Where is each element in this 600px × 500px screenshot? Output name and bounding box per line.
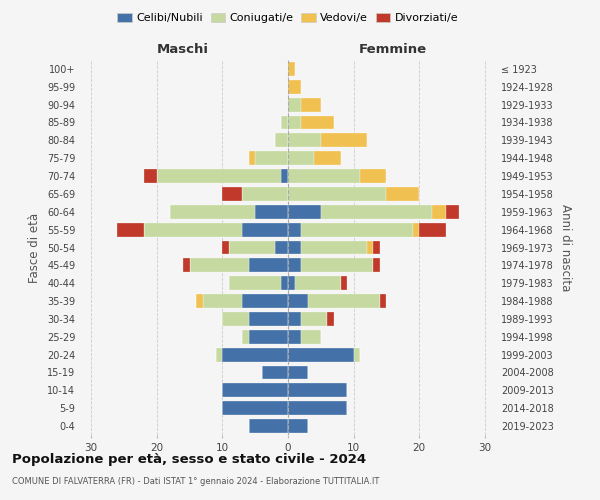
Bar	[170, 205, 255, 219]
Bar	[248, 419, 288, 433]
Bar	[288, 401, 347, 415]
Bar	[288, 98, 301, 112]
Bar	[223, 312, 248, 326]
Bar	[288, 419, 308, 433]
Bar	[360, 169, 386, 183]
Bar	[314, 151, 341, 165]
Bar	[223, 240, 229, 254]
Bar	[190, 258, 248, 272]
Bar	[301, 240, 367, 254]
Bar	[275, 240, 288, 254]
Bar	[255, 151, 288, 165]
Bar	[288, 134, 321, 147]
Bar	[143, 222, 242, 236]
Bar	[308, 294, 380, 308]
Bar	[223, 187, 242, 201]
Bar	[223, 401, 288, 415]
Bar	[373, 258, 380, 272]
Bar	[288, 312, 301, 326]
Bar	[301, 116, 334, 130]
Text: Popolazione per età, sesso e stato civile - 2024: Popolazione per età, sesso e stato civil…	[12, 452, 366, 466]
Bar	[288, 276, 295, 290]
Bar	[281, 276, 288, 290]
Bar	[433, 205, 445, 219]
Bar	[281, 116, 288, 130]
Bar	[248, 258, 288, 272]
Bar	[143, 169, 157, 183]
Bar	[288, 187, 386, 201]
Bar	[288, 169, 360, 183]
Bar	[288, 348, 353, 362]
Bar	[321, 205, 433, 219]
Text: Femmine: Femmine	[359, 44, 427, 57]
Bar	[242, 187, 288, 201]
Bar	[288, 222, 301, 236]
Bar	[413, 222, 419, 236]
Bar	[301, 312, 328, 326]
Bar	[288, 330, 301, 344]
Bar	[288, 80, 301, 94]
Bar	[229, 240, 275, 254]
Bar	[248, 312, 288, 326]
Bar	[262, 366, 288, 380]
Y-axis label: Anni di nascita: Anni di nascita	[559, 204, 572, 291]
Bar	[353, 348, 360, 362]
Bar	[295, 276, 341, 290]
Text: COMUNE DI FALVATERRA (FR) - Dati ISTAT 1° gennaio 2024 - Elaborazione TUTTITALIA: COMUNE DI FALVATERRA (FR) - Dati ISTAT 1…	[12, 478, 379, 486]
Bar	[301, 330, 321, 344]
Bar	[255, 205, 288, 219]
Bar	[288, 240, 301, 254]
Bar	[445, 205, 458, 219]
Bar	[288, 294, 308, 308]
Bar	[301, 222, 413, 236]
Bar	[386, 187, 419, 201]
Bar	[373, 240, 380, 254]
Legend: Celibi/Nubili, Coniugati/e, Vedovi/e, Divorziati/e: Celibi/Nubili, Coniugati/e, Vedovi/e, Di…	[113, 8, 463, 28]
Bar	[223, 384, 288, 398]
Bar	[203, 294, 242, 308]
Bar	[248, 151, 255, 165]
Bar	[223, 348, 288, 362]
Bar	[242, 330, 248, 344]
Bar	[288, 116, 301, 130]
Bar	[248, 330, 288, 344]
Bar	[242, 294, 288, 308]
Bar	[229, 276, 281, 290]
Bar	[288, 205, 321, 219]
Y-axis label: Fasce di età: Fasce di età	[28, 212, 41, 282]
Bar	[281, 169, 288, 183]
Bar	[157, 169, 281, 183]
Bar	[419, 222, 445, 236]
Bar	[183, 258, 190, 272]
Bar	[288, 366, 308, 380]
Bar	[196, 294, 203, 308]
Bar	[288, 62, 295, 76]
Bar	[301, 258, 373, 272]
Bar	[288, 384, 347, 398]
Bar	[367, 240, 373, 254]
Text: Maschi: Maschi	[157, 44, 209, 57]
Bar	[216, 348, 223, 362]
Bar	[341, 276, 347, 290]
Bar	[288, 151, 314, 165]
Bar	[301, 98, 321, 112]
Bar	[328, 312, 334, 326]
Bar	[242, 222, 288, 236]
Bar	[275, 134, 288, 147]
Bar	[321, 134, 367, 147]
Bar	[288, 258, 301, 272]
Bar	[380, 294, 386, 308]
Bar	[118, 222, 143, 236]
